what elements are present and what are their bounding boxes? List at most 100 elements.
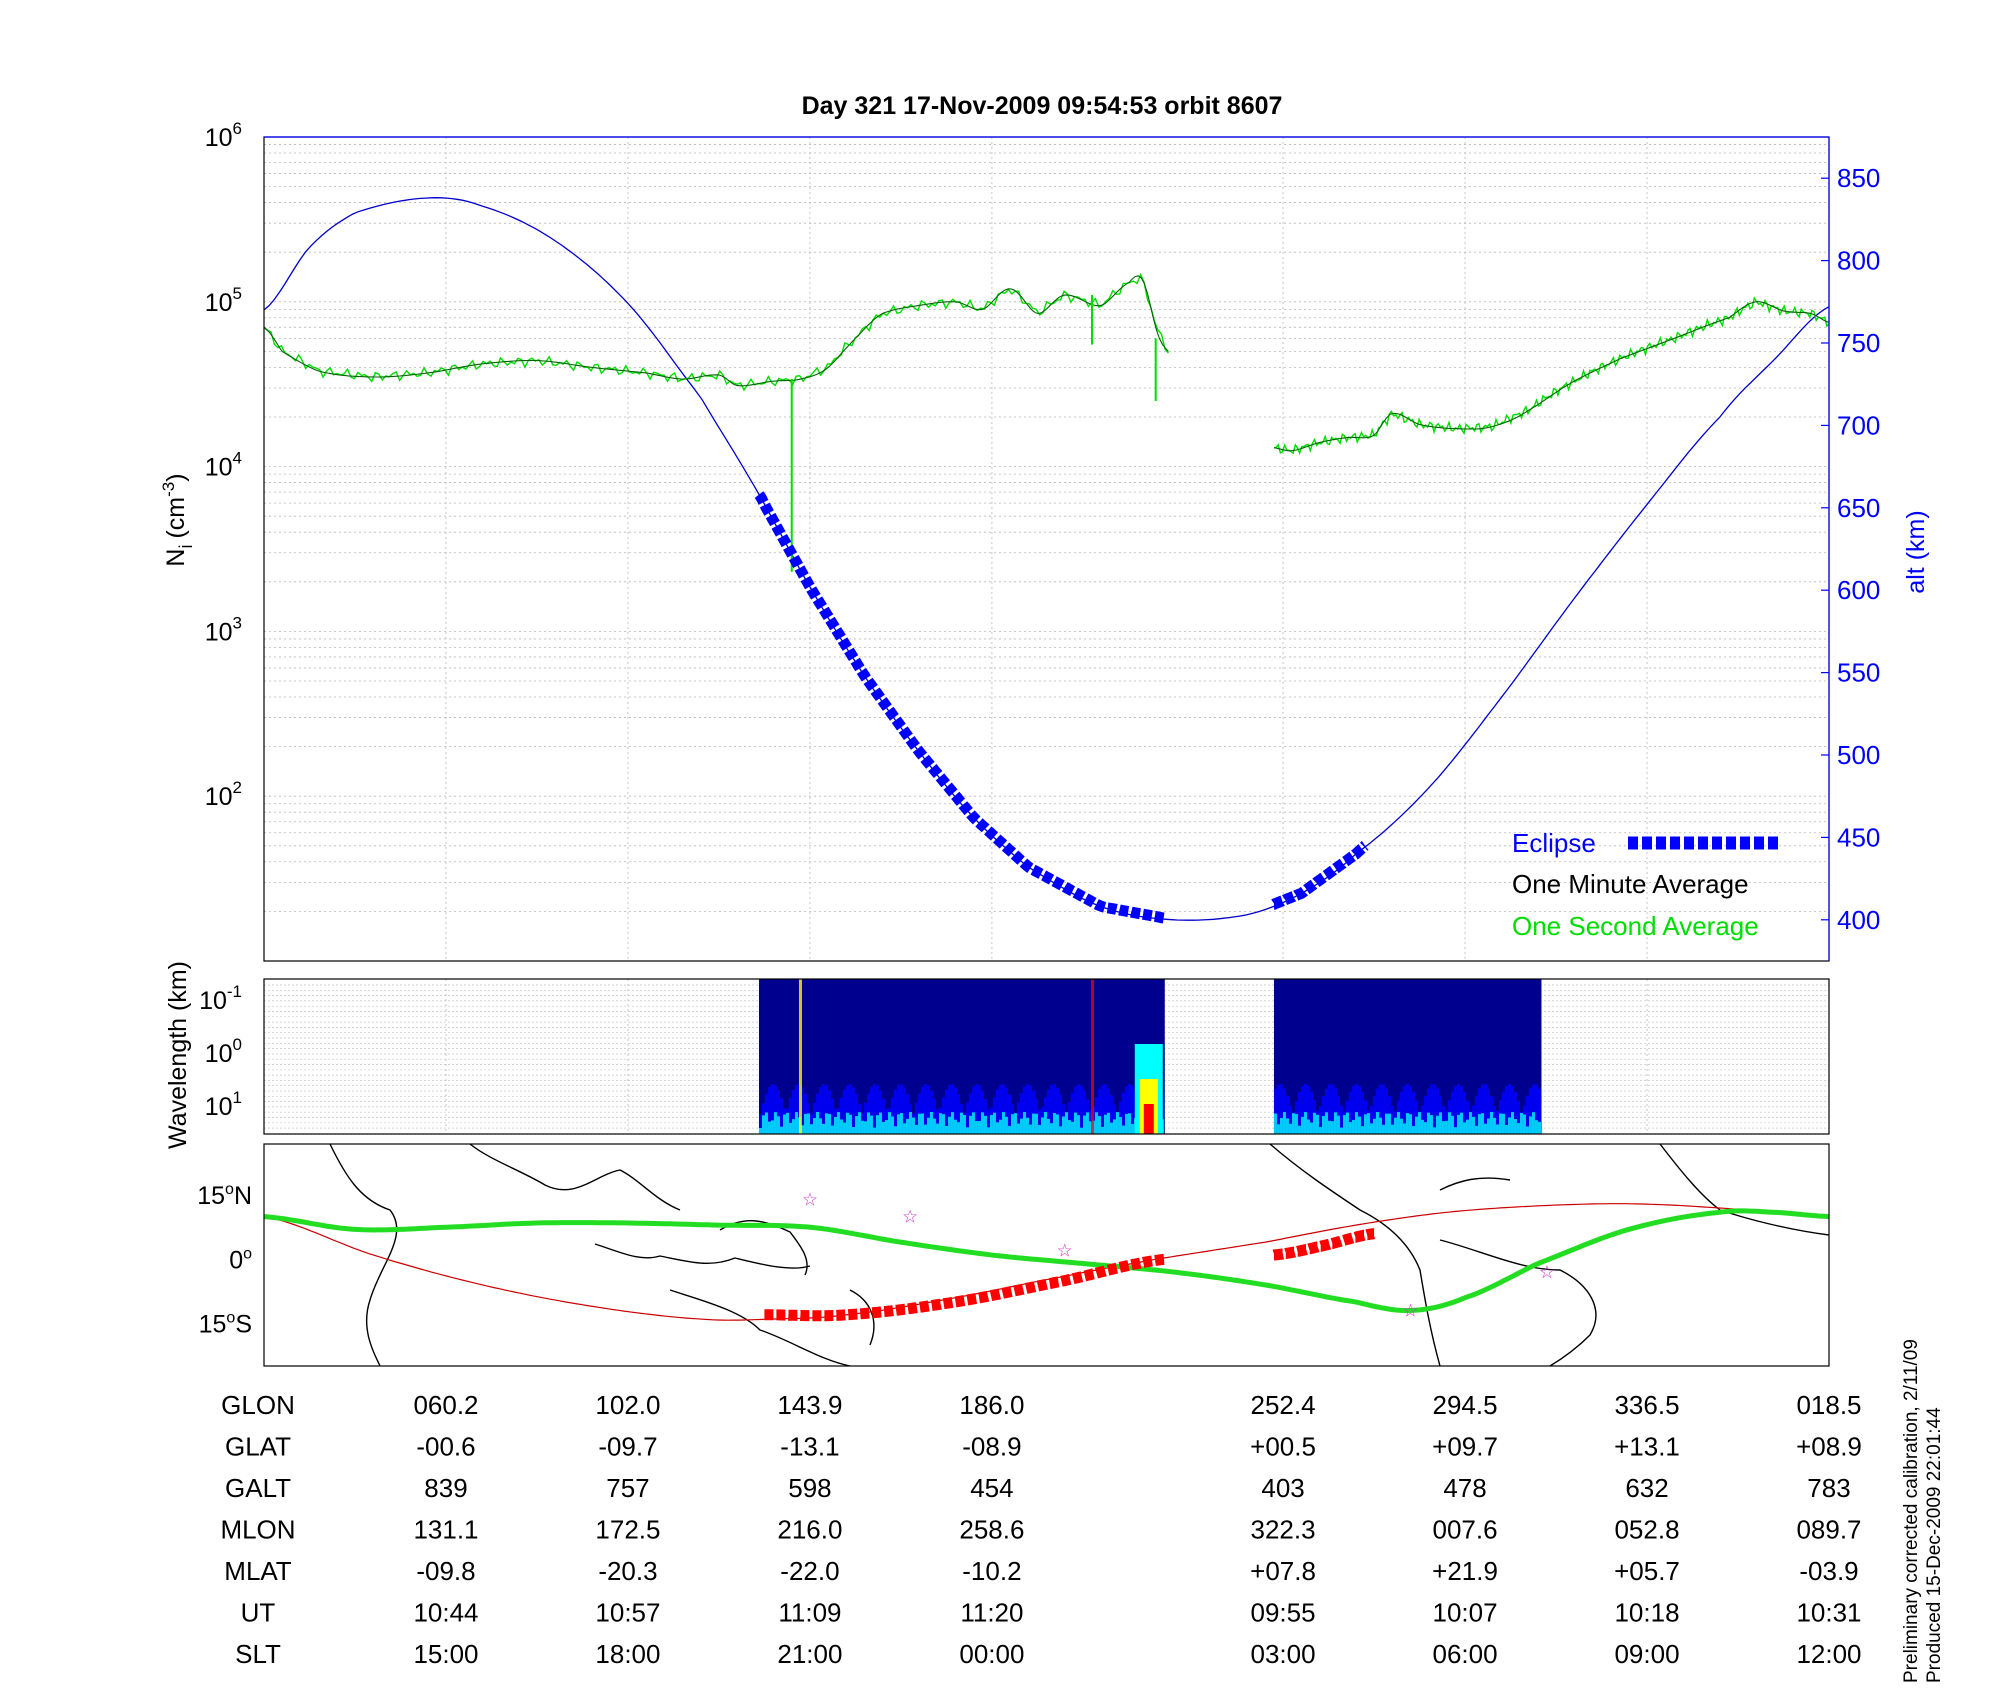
spectrogram-cell: [1330, 1084, 1334, 1134]
star-marker: ☆: [1057, 1241, 1073, 1261]
spectrogram-cell: [1369, 1123, 1373, 1134]
spectrogram-cell: [863, 1102, 867, 1134]
spectrogram-cell: [848, 1084, 852, 1134]
spectrogram-cell: [1348, 1122, 1352, 1134]
spectrogram-cell: [1486, 1118, 1490, 1134]
spectrogram: [758, 979, 1542, 1134]
orbit-table-row-label: MLON: [220, 1515, 295, 1545]
spectrogram-cell: [944, 1089, 948, 1134]
spectrogram-cell: [1285, 1095, 1289, 1134]
orbit-table-cell: 10:18: [1614, 1598, 1679, 1628]
orbit-table-row-label: MLAT: [224, 1556, 292, 1586]
spectrogram-cell: [866, 1112, 870, 1134]
spectrogram-cell: [770, 1120, 774, 1134]
orbit-table-cell: 478: [1443, 1473, 1486, 1503]
orbit-table-cell: 216.0: [777, 1515, 842, 1545]
spectrogram-cell: [1022, 1086, 1026, 1134]
coastline: [719, 1220, 808, 1276]
spectrogram-cell: [890, 1116, 894, 1134]
spectrogram-cell: [1522, 1114, 1526, 1134]
orbit-table-cell: 598: [788, 1473, 831, 1503]
spectrogram-cell: [1501, 1091, 1505, 1134]
spectrogram-cell: [1360, 1126, 1364, 1134]
spectrogram-cell: [1498, 1113, 1502, 1134]
spectrogram-cell: [986, 1127, 990, 1134]
orbit-table-cell: 10:44: [413, 1598, 478, 1628]
spectrogram-cell: [1297, 1125, 1301, 1134]
spectrogram-cell: [860, 1120, 864, 1134]
spectrogram-cell: [1004, 1116, 1008, 1134]
orbit-table-cell: 09:55: [1251, 1598, 1316, 1628]
orbit-table-cell: 172.5: [595, 1515, 660, 1545]
spectrogram-cell: [1079, 1085, 1083, 1134]
spectrogram-cell: [1510, 1086, 1514, 1134]
legend-minute-label: One Minute Average: [1512, 869, 1749, 899]
spectrogram-cell: [1411, 1091, 1415, 1134]
spectrogram-cell: [1073, 1112, 1077, 1134]
spectrogram-cell: [1495, 1110, 1499, 1134]
spectrogram-cell: [1435, 1088, 1439, 1134]
spectrogram-cell: [989, 1114, 993, 1134]
spectrogram-cell: [908, 1112, 912, 1134]
spectrogram-cell: [1399, 1091, 1403, 1134]
spectrogram-cell: [1303, 1112, 1307, 1134]
spectrogram-cell: [1273, 1113, 1277, 1134]
spectrogram-cell: [914, 1124, 918, 1134]
spectrogram-cell: [1055, 1087, 1059, 1134]
spectrogram-cell: [1420, 1105, 1424, 1134]
right-tick-label: 850: [1837, 163, 1880, 193]
spectrogram-cell: [1372, 1095, 1376, 1134]
orbit-table-cell: -22.0: [780, 1556, 839, 1586]
spectrogram-cell: [968, 1093, 972, 1134]
spectrogram-cell: [1396, 1112, 1400, 1134]
one-minute-average-line: [263, 275, 1169, 387]
spectrogram-cell: [1297, 1092, 1301, 1134]
spectrogram-cell: [1339, 1105, 1343, 1134]
spectrogram-cell: [1531, 1084, 1535, 1134]
spectrogram-cell: [890, 1097, 894, 1134]
spectrogram-cell: [1088, 1121, 1092, 1134]
spectrogram-cell: [1414, 1116, 1418, 1134]
spectrogram-cell: [1318, 1127, 1322, 1134]
spectrogram-cell: [971, 1086, 975, 1134]
orbit-table-cell: 18:00: [595, 1639, 660, 1669]
spectrogram-cell: [1324, 1112, 1328, 1134]
spectrogram-cell: [995, 1089, 999, 1134]
spectrogram-cell: [1112, 1119, 1116, 1134]
spectrogram-cell: [1073, 1086, 1077, 1134]
spectrogram-cell: [1525, 1095, 1529, 1134]
spectrogram-cell: [1082, 1115, 1086, 1134]
wavelength-axis-label: Wavelength (km): [164, 961, 192, 1149]
spectrogram-cell: [794, 1112, 798, 1134]
spectrogram-cell: [839, 1097, 843, 1134]
orbit-table-cell: 143.9: [777, 1390, 842, 1420]
right-tick-label: 500: [1837, 740, 1880, 770]
coastline: [1439, 1177, 1511, 1191]
y-tick-label: 105: [205, 284, 242, 317]
spectrogram-cell: [842, 1122, 846, 1134]
orbit-table-cell: 839: [424, 1473, 467, 1503]
spectrogram-cell: [1351, 1086, 1355, 1134]
spectrogram-cell: [1294, 1114, 1298, 1134]
spectrogram-cell: [845, 1085, 849, 1134]
spectrogram-cell: [1103, 1084, 1107, 1134]
spectrogram-cell: [932, 1098, 936, 1134]
spectrogram-cell: [1022, 1112, 1026, 1134]
right-tick-label: 800: [1837, 246, 1880, 276]
spectrogram-cell: [875, 1115, 879, 1134]
spectrogram-cell: [1477, 1088, 1481, 1134]
spectrogram-cell: [884, 1120, 888, 1134]
orbit-table-cell: 10:57: [595, 1598, 660, 1628]
wavelength-grid: [264, 979, 1830, 1134]
spectrogram-cell: [1432, 1084, 1436, 1134]
altitude-axis-label: alt (km): [1902, 510, 1930, 593]
orbit-table-cell: 10:31: [1796, 1598, 1861, 1628]
spectrogram-cell: [1321, 1115, 1325, 1134]
map-tracks: ☆ ☆ ☆ ☆ ☆: [263, 1190, 1830, 1322]
spectrogram-cell: [1489, 1112, 1493, 1134]
spectrogram-cell: [947, 1084, 951, 1134]
chart-title: Day 321 17-Nov-2009 09:54:53 orbit 8607: [802, 92, 1283, 120]
spectrogram-cell: [1441, 1105, 1445, 1134]
orbit-table-cell: 294.5: [1433, 1390, 1498, 1420]
spectrogram-cell: [1055, 1114, 1059, 1134]
